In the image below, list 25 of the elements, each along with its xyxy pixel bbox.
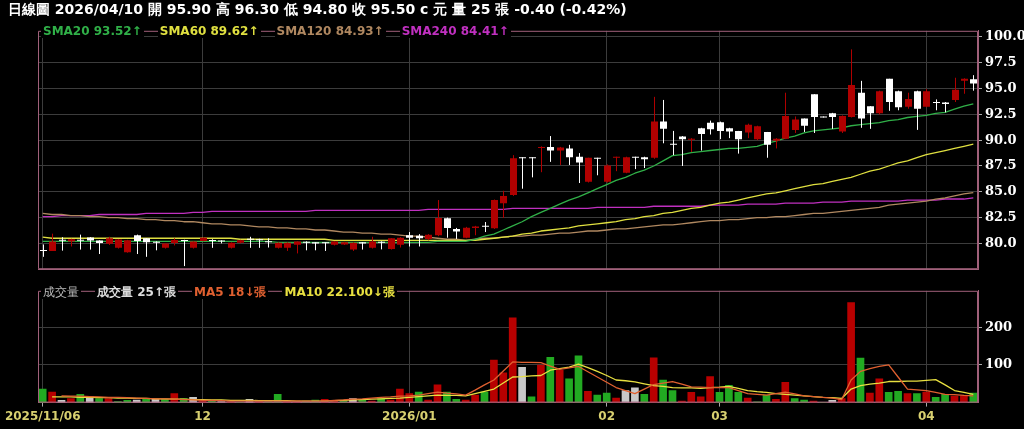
x-tick-label: 02 [598,408,616,423]
x-tick-label: 03 [711,408,728,423]
y-tick-label: 87.5 [985,157,1017,173]
text: MA5 18↓張 [191,285,269,299]
x-tick-label: 2026/01 [382,408,437,423]
x-tick-label: 2025/11/06 [4,408,81,423]
y-tick-label: 95.0 [985,79,1017,95]
y-tick-label: 92.5 [985,105,1017,121]
text: SMA20 93.52↑ [41,24,144,38]
x-tick-label: 12 [194,408,211,423]
y-tick-label: 100 [985,356,1013,372]
text: SMA240 84.41↑ [399,24,511,38]
x-tick-label: 04 [917,408,935,423]
text: SMA60 89.62↑ [157,24,261,38]
y-tick-label: 200 [985,318,1013,334]
y-tick-label: 80.0 [985,234,1017,250]
y-tick-label: 85.0 [985,183,1017,199]
y-tick-label: 90.0 [985,131,1017,147]
chart-title: 日線圖 2026/04/10 開 95.90 高 96.30 低 94.80 收 95.50 c 元 量 25 張 -0.40 (-0.42%) [8,1,627,19]
y-tick-label: 82.5 [985,208,1017,224]
text: SMA120 84.93↑ [274,24,386,38]
text: 成交量 25↑張 [95,285,178,299]
y-tick-label: 97.5 [985,54,1017,70]
text: MA10 22.100↓張 [282,285,397,299]
y-axis-title: 成交量 [41,285,81,299]
